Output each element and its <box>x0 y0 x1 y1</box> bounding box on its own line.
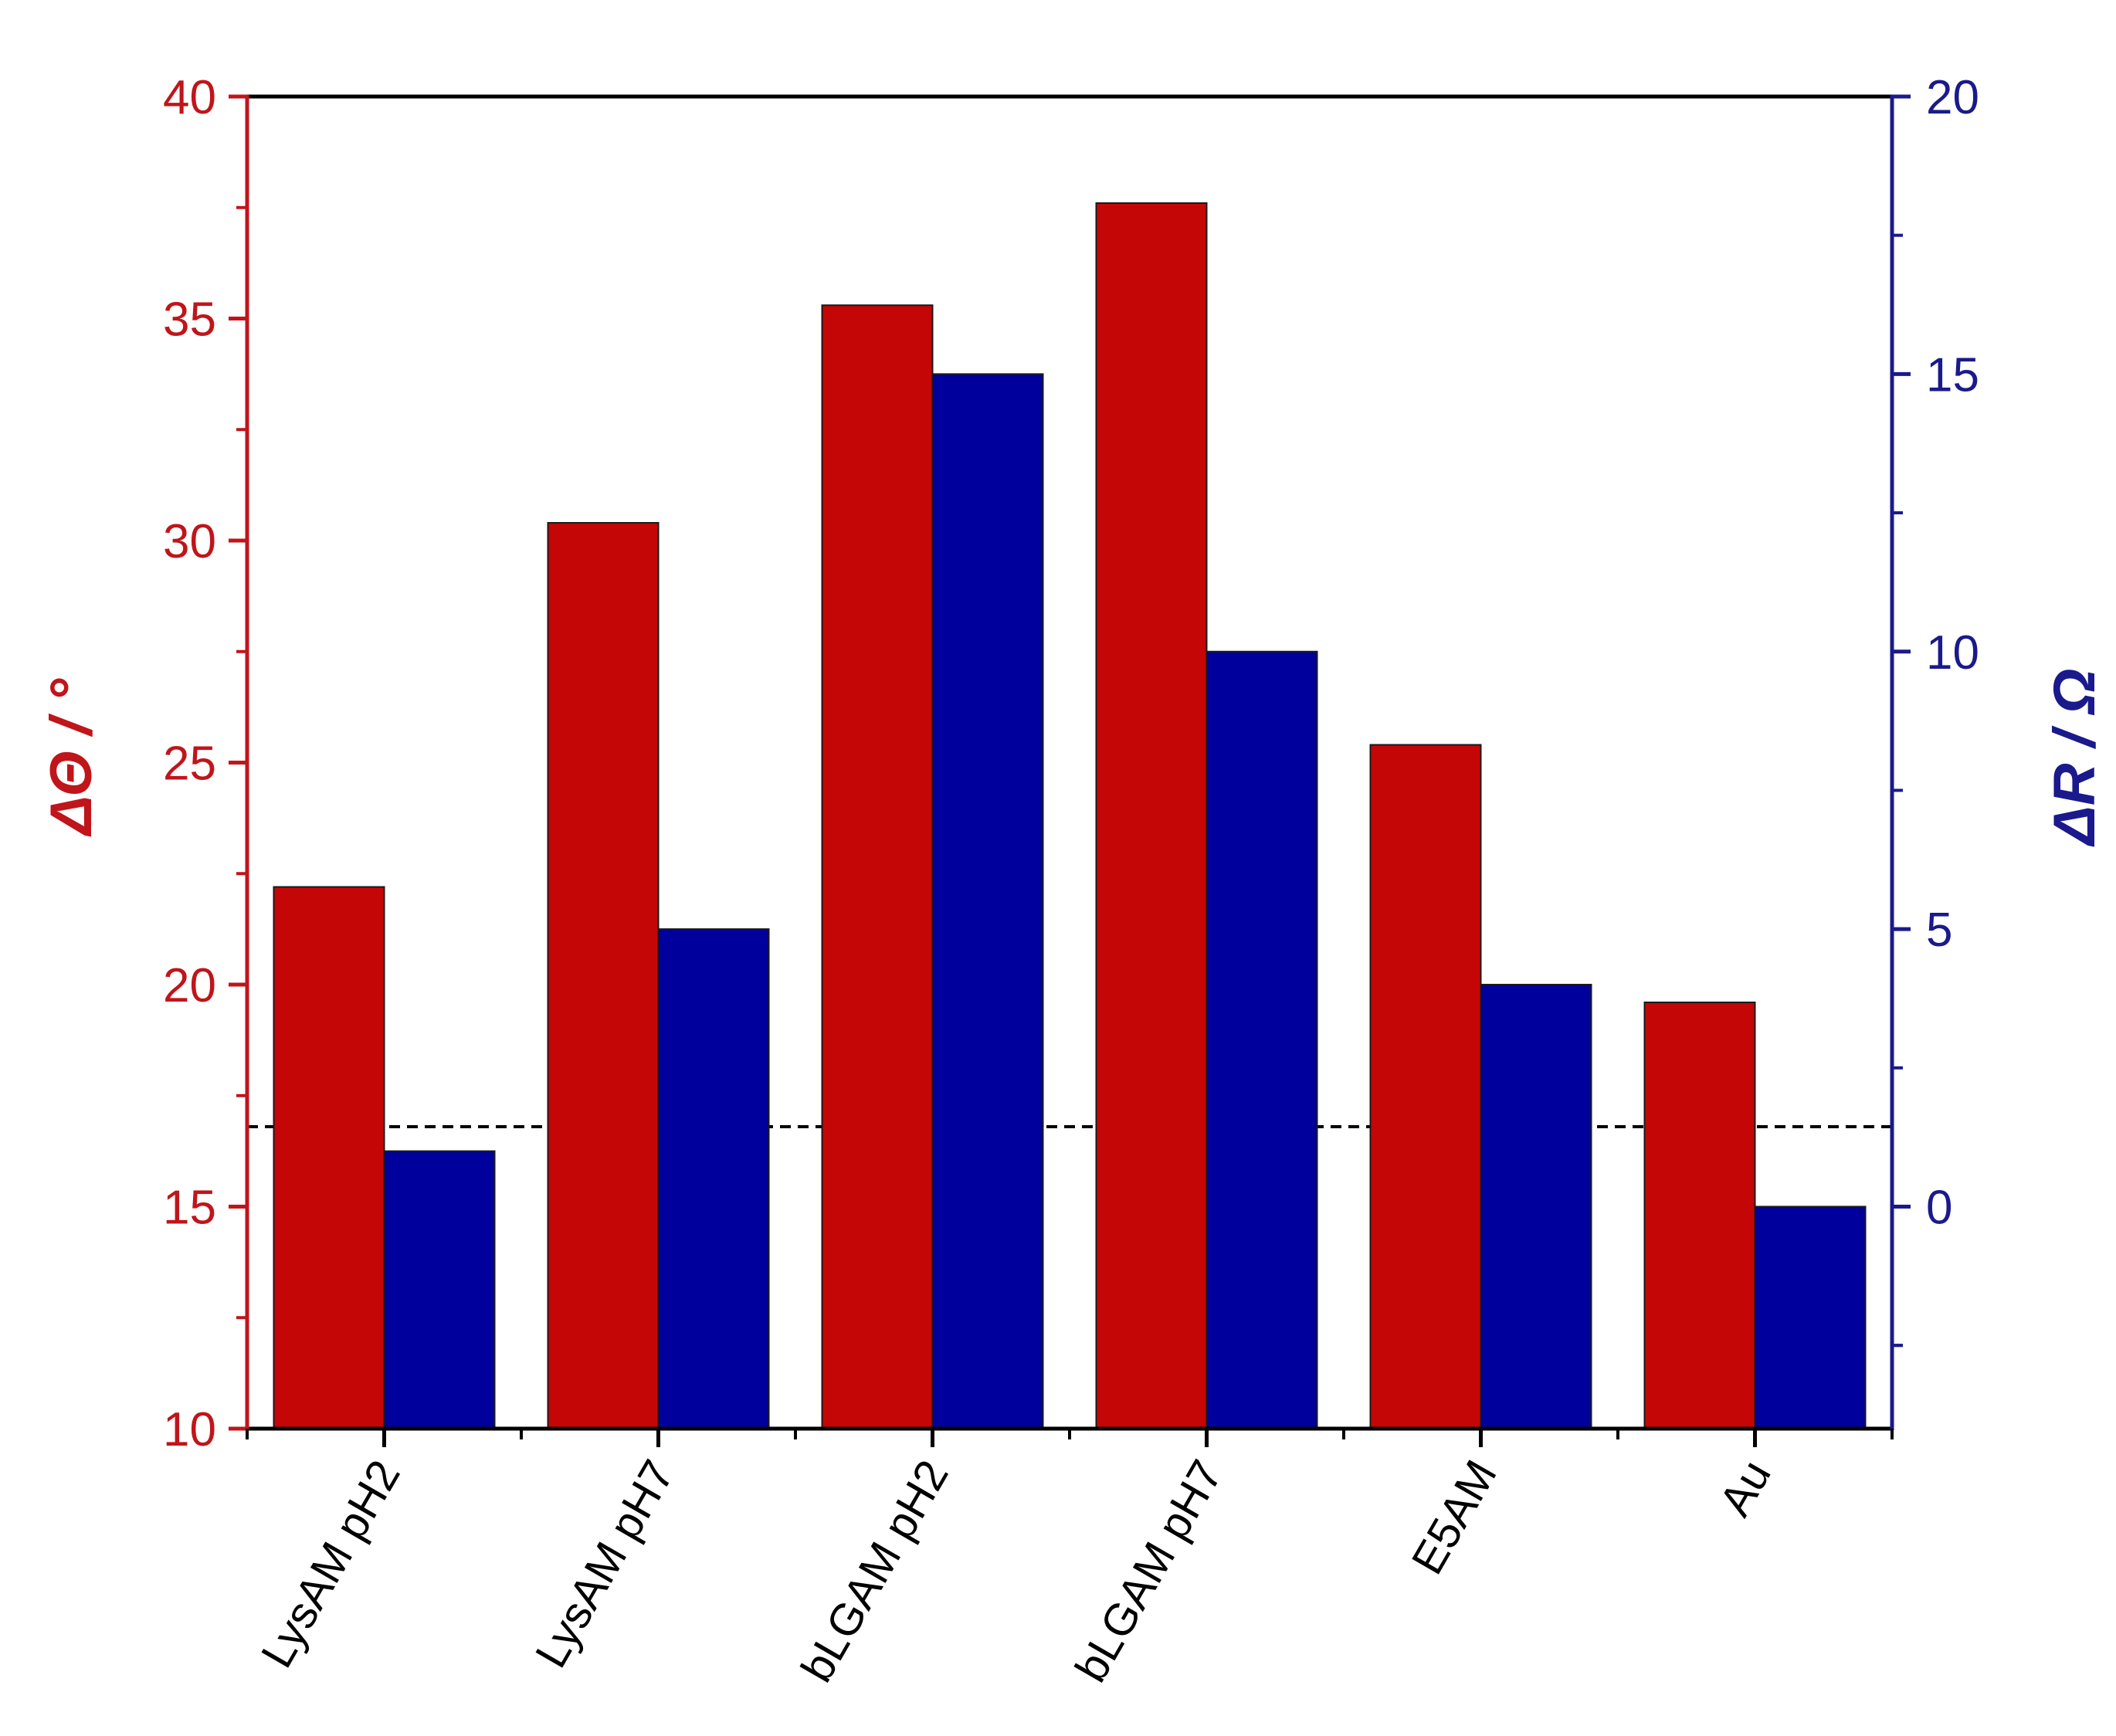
bars-layer <box>273 202 1867 1429</box>
y-right-tick-label: 5 <box>1926 904 1952 957</box>
y-left-tick-label: 20 <box>163 959 216 1012</box>
x-category-label: Au <box>1710 1452 1781 1524</box>
bar-right-0 <box>383 1150 496 1429</box>
y-left-tick-label: 30 <box>163 515 216 568</box>
bar-right-4 <box>1480 984 1592 1429</box>
x-category-label: LysAM pH7 <box>526 1452 684 1676</box>
bar-left-4 <box>1369 744 1482 1429</box>
y-left-axis-title: ΔΘ / ° <box>39 678 104 837</box>
bar-right-1 <box>657 928 770 1429</box>
y-right-tick-label: 0 <box>1926 1182 1952 1235</box>
labels-layer: 10 15 20 25 30 35 40 0 5 10 15 20 LysAM pH2 LysAM pH7… <box>163 71 1979 1690</box>
y-left-tick-label: 15 <box>163 1182 216 1235</box>
y-right-tick-label: 10 <box>1926 626 1979 680</box>
axes-layer <box>229 94 1911 1447</box>
y-left-tick-label: 10 <box>163 1403 216 1456</box>
bar-right-5 <box>1754 1205 1867 1429</box>
y-left-tick-label: 25 <box>163 737 216 791</box>
bar-left-5 <box>1643 1002 1756 1429</box>
bar-left-1 <box>547 522 660 1429</box>
bar-left-0 <box>273 886 385 1429</box>
bar-left-2 <box>821 304 934 1429</box>
bar-right-2 <box>931 373 1044 1429</box>
x-category-label: bLGAM pH2 <box>792 1452 958 1690</box>
y-right-tick-label: 20 <box>1926 71 1979 124</box>
bar-left-3 <box>1095 202 1208 1429</box>
x-category-label: bLGAM pH7 <box>1066 1452 1233 1690</box>
y-left-tick-label: 35 <box>163 293 216 347</box>
y-left-tick-label: 40 <box>163 71 216 124</box>
y-right-tick-label: 15 <box>1926 348 1979 402</box>
x-category-label: LysAM pH2 <box>252 1452 410 1676</box>
y-right-axis-title: ΔR / Ω <box>2042 669 2108 848</box>
x-category-label: E5AM <box>1402 1452 1506 1582</box>
bar-right-3 <box>1206 650 1318 1429</box>
